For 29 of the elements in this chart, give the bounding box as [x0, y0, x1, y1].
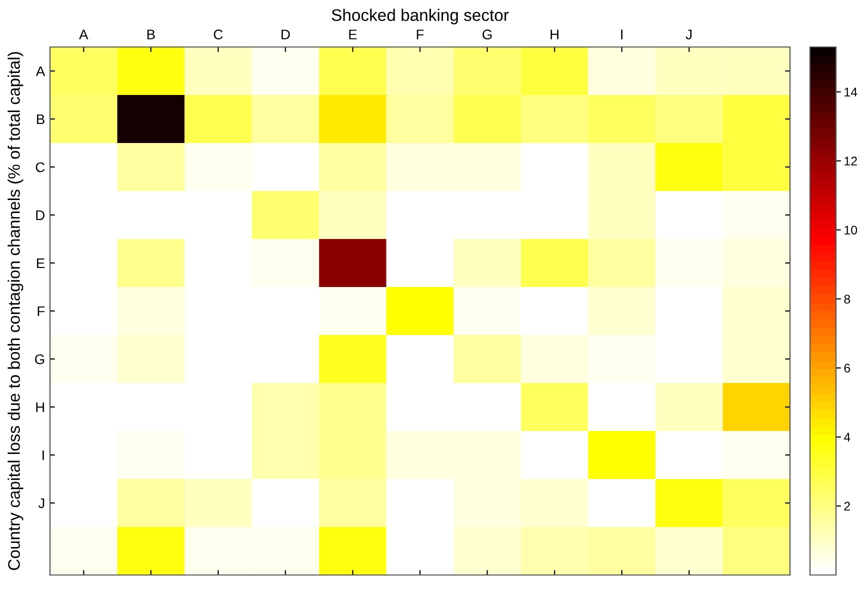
x-tick-label: A: [79, 30, 88, 40]
color-bar-label: 12: [844, 156, 857, 166]
y-tick-label: A: [36, 66, 46, 76]
x-tick-label: H: [550, 30, 558, 40]
x-tick-label: F: [416, 30, 424, 40]
y-tick-label: C: [36, 162, 45, 172]
y-tick-label: D: [36, 210, 44, 220]
y-tick-label: J: [38, 498, 44, 508]
color-bar-label: 14: [844, 88, 858, 96]
x-tick-label: D: [282, 30, 290, 40]
y-tick-label: E: [37, 258, 45, 268]
y-tick-label: H: [36, 402, 44, 412]
x-tick-label: B: [147, 30, 155, 40]
y-tick-label: G: [35, 354, 44, 364]
x-axis-title: Shocked banking sector: [332, 8, 509, 24]
color-bar-label: 8: [844, 294, 850, 304]
x-tick-label: I: [621, 30, 622, 40]
x-tick-label: G: [482, 30, 492, 40]
y-tick-label: I: [42, 450, 44, 460]
color-bar-label: 2: [844, 502, 850, 511]
x-tick-label: J: [686, 30, 692, 40]
color-bar-label: 4: [844, 432, 850, 442]
x-tick-label: C: [214, 30, 223, 40]
x-tick-label: E: [349, 30, 357, 40]
color-bar-label: 10: [844, 226, 858, 235]
y-tick-label: B: [37, 114, 44, 124]
y-axis-title: Country capital loss due to both contagion channels (% of total capital): [8, 52, 24, 570]
color-bar-label: 6: [844, 364, 850, 373]
y-tick-label: F: [38, 306, 45, 316]
